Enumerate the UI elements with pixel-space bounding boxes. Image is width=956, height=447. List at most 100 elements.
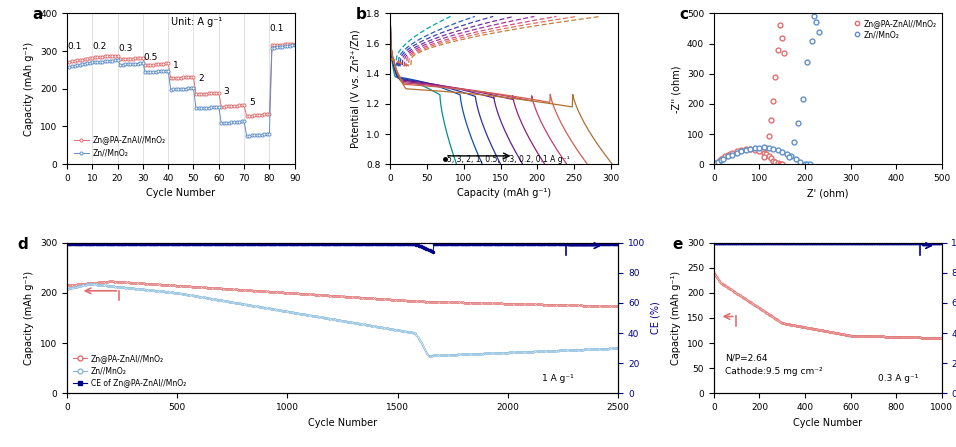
- Zn@PA-ZnAl//MnO₂: [722, 152, 733, 158]
- Zn@PA-ZnAl//MnO₂: [424, 299, 435, 304]
- Zn//MnO₂: [758, 145, 770, 150]
- Zn@PA-ZnAl//MnO₂: [709, 161, 721, 166]
- Line: CE of Zn@PA-ZnAl//MnO₂: CE of Zn@PA-ZnAl//MnO₂: [66, 243, 619, 253]
- Zn@PA-ZnAl//MnO₂: [761, 145, 772, 150]
- Text: b: b: [357, 8, 367, 22]
- Text: 0.3 A g⁻¹: 0.3 A g⁻¹: [878, 374, 919, 383]
- Text: d: d: [17, 236, 28, 252]
- X-axis label: Cycle Number: Cycle Number: [146, 189, 215, 198]
- Zn//MnO₂: [253, 132, 265, 138]
- Zn//MnO₂: [735, 148, 747, 154]
- Zn@PA-ZnAl//MnO₂: [613, 304, 624, 309]
- Zn@PA-ZnAl//MnO₂: [770, 160, 781, 165]
- Zn//MnO₂: [722, 154, 733, 159]
- Text: 3: 3: [224, 87, 229, 97]
- Zn@PA-ZnAl//MnO₂: [221, 104, 232, 109]
- Y-axis label: Capacity (mAh g⁻¹): Capacity (mAh g⁻¹): [25, 271, 34, 365]
- Zn@PA-ZnAl//MnO₂: [768, 158, 779, 163]
- Zn//MnO₂: [786, 154, 797, 159]
- Zn//MnO₂: [771, 148, 783, 153]
- Zn@PA-ZnAl//MnO₂: [724, 151, 735, 156]
- Zn@PA-ZnAl//MnO₂: [519, 301, 531, 307]
- X-axis label: Capacity (mAh g⁻¹): Capacity (mAh g⁻¹): [457, 189, 552, 198]
- Text: 1 A g⁻¹: 1 A g⁻¹: [542, 374, 575, 383]
- Y-axis label: CE (%): CE (%): [651, 302, 661, 334]
- CE of Zn@PA-ZnAl//MnO₂: [221, 241, 232, 247]
- Zn@PA-ZnAl//MnO₂: [259, 112, 271, 117]
- Zn//MnO₂: [423, 353, 434, 358]
- X-axis label: Cycle Number: Cycle Number: [793, 417, 862, 428]
- Zn@PA-ZnAl//MnO₂: [418, 299, 429, 304]
- Zn@PA-ZnAl//MnO₂: [712, 159, 724, 164]
- CE of Zn@PA-ZnAl//MnO₂: [416, 244, 427, 249]
- Zn//MnO₂: [793, 121, 804, 126]
- Text: N/P=2.64: N/P=2.64: [726, 353, 768, 362]
- Zn@PA-ZnAl//MnO₂: [776, 161, 788, 167]
- Zn//MnO₂: [740, 148, 751, 153]
- Zn//MnO₂: [520, 349, 532, 354]
- Zn@PA-ZnAl//MnO₂: [758, 150, 770, 156]
- Zn//MnO₂: [64, 64, 76, 70]
- Zn@PA-ZnAl//MnO₂: [731, 148, 743, 154]
- Zn//MnO₂: [717, 156, 728, 161]
- Zn@PA-ZnAl//MnO₂: [132, 55, 143, 61]
- Zn@PA-ZnAl//MnO₂: [720, 154, 731, 159]
- Zn//MnO₂: [781, 151, 793, 156]
- Zn@PA-ZnAl//MnO₂: [241, 113, 252, 118]
- Y-axis label: Potential (V vs. Zn²⁺/Zn): Potential (V vs. Zn²⁺/Zn): [351, 30, 360, 148]
- Zn@PA-ZnAl//MnO₂: [64, 59, 76, 64]
- Zn//MnO₂: [715, 158, 727, 163]
- Line: Zn//MnO₂: Zn//MnO₂: [68, 43, 296, 137]
- CE of Zn@PA-ZnAl//MnO₂: [613, 241, 624, 247]
- Zn@PA-ZnAl//MnO₂: [771, 160, 783, 166]
- Zn@PA-ZnAl//MnO₂: [753, 148, 765, 154]
- Zn@PA-ZnAl//MnO₂: [765, 156, 776, 161]
- Zn@PA-ZnAl//MnO₂: [715, 156, 727, 161]
- Text: c: c: [680, 8, 688, 22]
- Y-axis label: Capacity (mAh g⁻¹): Capacity (mAh g⁻¹): [671, 271, 682, 365]
- Text: 1: 1: [173, 61, 179, 70]
- Zn//MnO₂: [801, 161, 813, 167]
- Zn//MnO₂: [199, 295, 210, 300]
- Zn@PA-ZnAl//MnO₂: [776, 35, 788, 40]
- Line: Zn//MnO₂: Zn//MnO₂: [714, 14, 821, 167]
- Zn@PA-ZnAl//MnO₂: [745, 147, 756, 152]
- Zn@PA-ZnAl//MnO₂: [774, 23, 786, 28]
- Zn//MnO₂: [776, 149, 788, 154]
- CE of Zn@PA-ZnAl//MnO₂: [423, 247, 434, 253]
- Text: 0.5: 0.5: [143, 53, 158, 62]
- Zn@PA-ZnAl//MnO₂: [763, 133, 774, 138]
- Line: Zn@PA-ZnAl//MnO₂: Zn@PA-ZnAl//MnO₂: [66, 280, 619, 307]
- Text: 0.3: 0.3: [118, 44, 132, 53]
- Zn//MnO₂: [799, 161, 811, 166]
- Zn@PA-ZnAl//MnO₂: [717, 155, 728, 160]
- Zn@PA-ZnAl//MnO₂: [199, 285, 210, 290]
- Text: a: a: [33, 8, 43, 22]
- Zn@PA-ZnAl//MnO₂: [735, 148, 747, 153]
- Line: Zn//MnO₂: Zn//MnO₂: [66, 283, 619, 357]
- Zn@PA-ZnAl//MnO₂: [771, 47, 783, 52]
- Zn@PA-ZnAl//MnO₂: [727, 150, 738, 156]
- Zn//MnO₂: [281, 43, 293, 49]
- Zn@PA-ZnAl//MnO₂: [765, 118, 776, 123]
- Zn@PA-ZnAl//MnO₂: [289, 41, 300, 46]
- Text: Unit: A g⁻¹: Unit: A g⁻¹: [171, 17, 223, 27]
- Zn//MnO₂: [794, 160, 806, 165]
- Text: 5: 5: [249, 98, 254, 107]
- Zn//MnO₂: [710, 160, 722, 166]
- Zn//MnO₂: [768, 146, 779, 152]
- Zn@PA-ZnAl//MnO₂: [750, 148, 761, 153]
- Zn//MnO₂: [241, 133, 252, 139]
- Y-axis label: Capacity (mAh g⁻¹): Capacity (mAh g⁻¹): [25, 42, 34, 136]
- Text: e: e: [673, 236, 684, 252]
- Zn@PA-ZnAl//MnO₂: [770, 74, 781, 80]
- Legend: Zn@PA-ZnAl//MnO₂, Zn//MnO₂: Zn@PA-ZnAl//MnO₂, Zn//MnO₂: [71, 132, 169, 160]
- Zn@PA-ZnAl//MnO₂: [775, 161, 787, 167]
- Zn//MnO₂: [801, 59, 813, 64]
- Text: 0.1: 0.1: [67, 42, 81, 51]
- CE of Zn@PA-ZnAl//MnO₂: [198, 241, 209, 247]
- Zn//MnO₂: [783, 154, 794, 159]
- Zn//MnO₂: [745, 147, 756, 152]
- Y-axis label: -Z'' (ohm): -Z'' (ohm): [671, 65, 682, 113]
- Zn//MnO₂: [94, 59, 105, 64]
